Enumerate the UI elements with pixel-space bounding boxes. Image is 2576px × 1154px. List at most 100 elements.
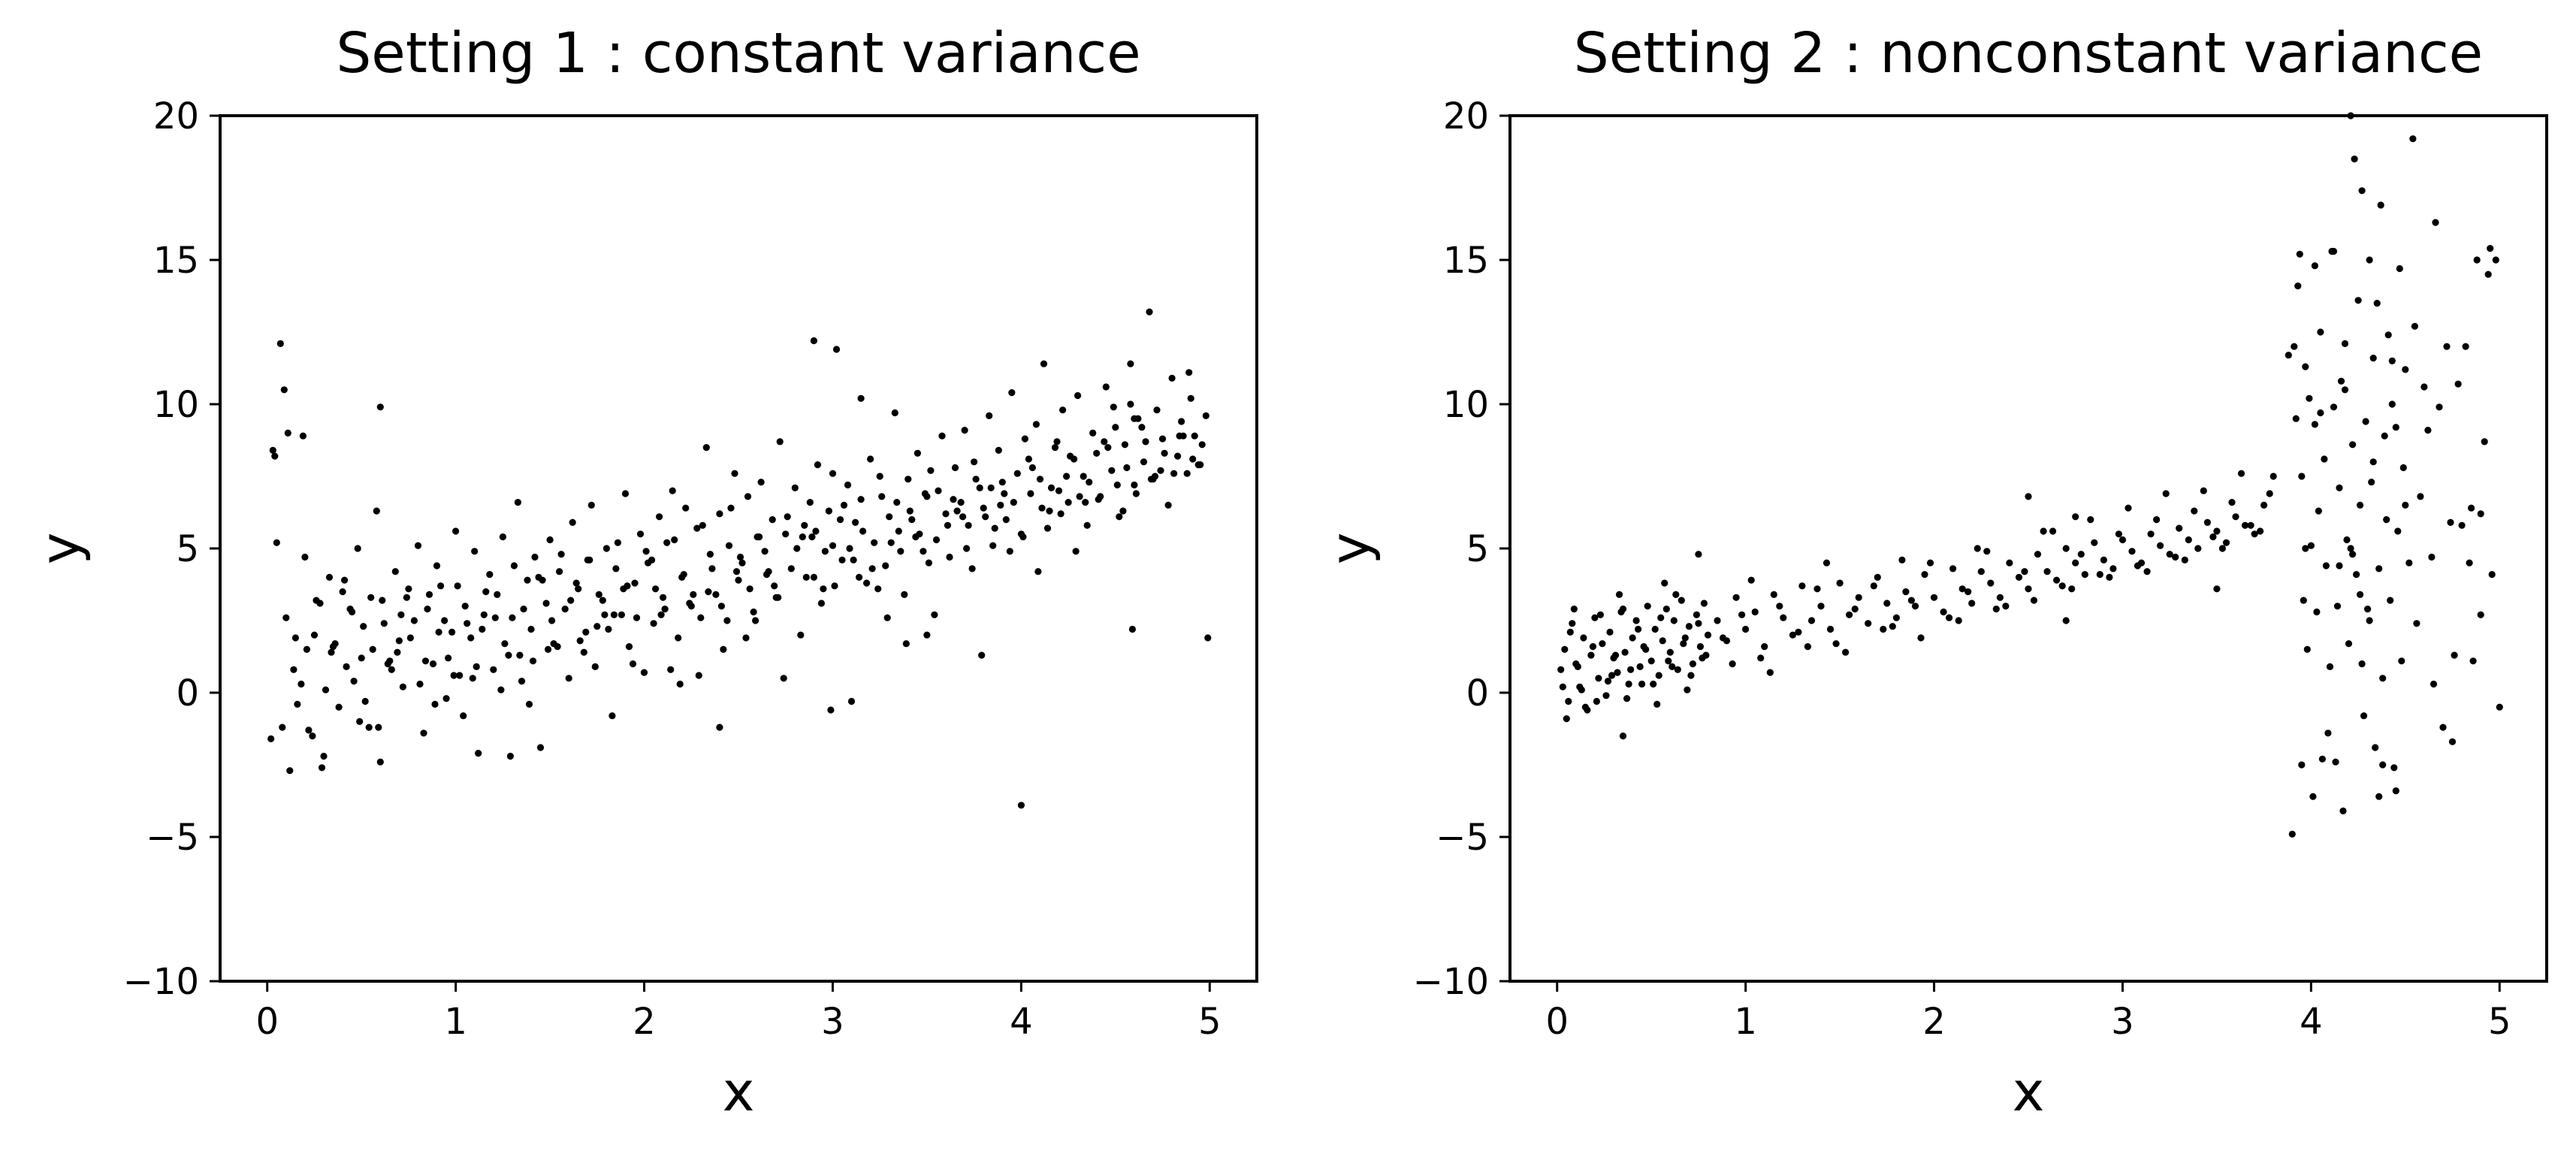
scatter-point bbox=[846, 545, 853, 552]
scatter-point bbox=[716, 724, 723, 731]
scatter-point bbox=[771, 582, 778, 590]
scatter-point bbox=[723, 617, 731, 624]
scatter-point bbox=[2068, 585, 2076, 593]
scatter-point bbox=[832, 346, 841, 353]
scatter-point bbox=[2072, 513, 2079, 521]
scatter-point bbox=[2369, 458, 2377, 466]
y-tick-label: −5 bbox=[146, 817, 199, 859]
scatter-point bbox=[2332, 758, 2339, 766]
scatter-point bbox=[548, 617, 556, 624]
scatter-point bbox=[2337, 377, 2345, 385]
scatter-point bbox=[1889, 623, 1896, 630]
scatter-point bbox=[1832, 640, 1840, 648]
scatter-point bbox=[712, 591, 720, 599]
scatter-point bbox=[2402, 366, 2409, 373]
x-tick-label: 4 bbox=[2300, 1001, 2323, 1043]
scatter-point bbox=[1865, 620, 1872, 627]
scatter-point bbox=[546, 536, 554, 544]
scatter-point bbox=[1121, 441, 1128, 449]
scatter-point bbox=[339, 588, 346, 596]
scatter-point bbox=[1158, 435, 1167, 443]
scatter-point bbox=[1101, 438, 1108, 446]
scatter-point bbox=[2360, 712, 2368, 720]
scatter-point bbox=[998, 479, 1006, 486]
scatter-point bbox=[1987, 579, 1995, 587]
scatter-point bbox=[2390, 764, 2398, 772]
scatter-point bbox=[1153, 406, 1161, 414]
scatter-point bbox=[2191, 507, 2198, 515]
scatter-point bbox=[1021, 435, 1028, 443]
scatter-point bbox=[2176, 524, 2183, 532]
x-tick-label: 3 bbox=[2111, 1001, 2134, 1043]
y-tick-label: −5 bbox=[1436, 817, 1489, 859]
scatter-point bbox=[414, 542, 422, 549]
scatter-point bbox=[2237, 470, 2245, 477]
scatter-point bbox=[1714, 617, 1721, 624]
scatter-point bbox=[445, 654, 452, 662]
scatter-point bbox=[580, 648, 587, 656]
scatter-point bbox=[354, 545, 361, 552]
scatter-point bbox=[2458, 521, 2466, 529]
scatter-point bbox=[1770, 591, 1777, 599]
scatter-point bbox=[286, 767, 294, 775]
scatter-point bbox=[2357, 591, 2364, 599]
scatter-point bbox=[797, 631, 805, 639]
scatter-point bbox=[2303, 645, 2311, 654]
scatter-point bbox=[299, 432, 307, 440]
scatter-point bbox=[746, 585, 753, 593]
scatter-point bbox=[2439, 724, 2447, 731]
scatter-point bbox=[1623, 695, 1631, 702]
scatter-point bbox=[2062, 617, 2070, 624]
y-tick-label: 0 bbox=[1466, 672, 1489, 714]
scatter-point bbox=[640, 669, 648, 676]
scatter-point bbox=[341, 576, 349, 584]
scatter-point bbox=[2383, 516, 2390, 524]
scatter-point bbox=[871, 539, 878, 546]
scatter-point bbox=[1168, 374, 1176, 382]
y-tick-label: 10 bbox=[153, 384, 199, 426]
scatter-point bbox=[1047, 484, 1055, 492]
scatter-point bbox=[810, 573, 817, 582]
scatter-point bbox=[1608, 672, 1616, 679]
scatter-point bbox=[1067, 452, 1074, 460]
scatter-point bbox=[313, 597, 320, 604]
scatter-point bbox=[279, 724, 286, 731]
scatter-point bbox=[2324, 730, 2332, 737]
scatter-point bbox=[276, 340, 284, 347]
scatter-point bbox=[652, 585, 660, 593]
scatter-point bbox=[375, 724, 382, 731]
scatter-point bbox=[1083, 521, 1091, 529]
scatter-point bbox=[429, 660, 437, 668]
scatter-point bbox=[452, 527, 460, 535]
x-tick-label: 1 bbox=[444, 1001, 467, 1043]
scatter-point bbox=[883, 614, 891, 621]
scatter-point bbox=[2358, 660, 2366, 668]
scatter-point bbox=[1059, 406, 1067, 414]
scatter-point bbox=[663, 539, 671, 546]
scatter-point bbox=[356, 717, 364, 726]
scatter-point bbox=[2372, 744, 2379, 751]
scatter-point bbox=[1880, 625, 1887, 633]
scatter-point bbox=[987, 484, 995, 492]
scatter-point bbox=[358, 654, 365, 662]
y-tick-label: 20 bbox=[153, 95, 199, 137]
scatter-point bbox=[335, 703, 343, 711]
scatter-point bbox=[576, 637, 584, 645]
scatter-point bbox=[756, 533, 763, 541]
scatter-point bbox=[942, 510, 950, 518]
scatter-point bbox=[2392, 787, 2399, 795]
scatter-point bbox=[961, 427, 968, 434]
scatter-point bbox=[1596, 611, 1604, 618]
scatter-point bbox=[1647, 657, 1655, 665]
scatter-point bbox=[938, 432, 946, 440]
scatter-point bbox=[1678, 597, 1685, 604]
scatter-point bbox=[294, 700, 301, 708]
scatter-point bbox=[847, 697, 856, 705]
scatter-point bbox=[727, 504, 735, 512]
scatter-point bbox=[1789, 631, 1796, 639]
scatter-point bbox=[2006, 559, 2013, 566]
scatter-point bbox=[2492, 256, 2499, 264]
scatter-point bbox=[1080, 473, 1087, 480]
scatter-point bbox=[2166, 551, 2173, 558]
scatter-point bbox=[2072, 559, 2079, 566]
